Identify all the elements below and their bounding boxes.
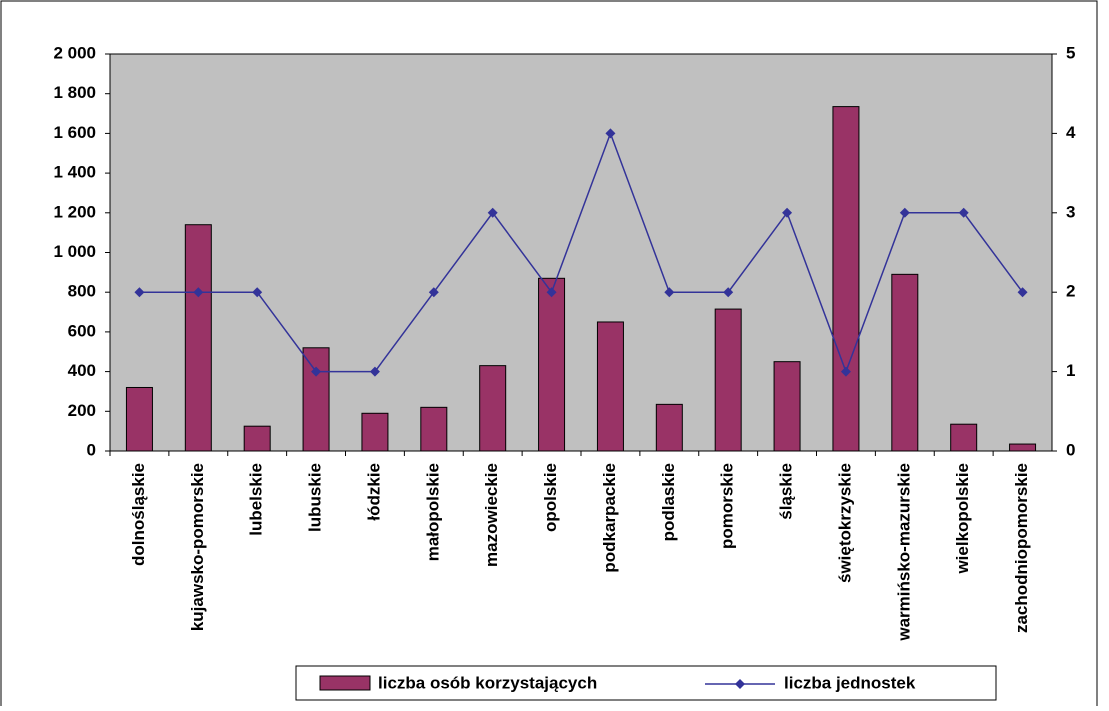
bar [125,386,153,452]
legend [295,665,997,701]
marker [1017,287,1028,298]
x-tick-label: małopolskie [423,463,442,561]
marker [546,287,557,298]
marker [428,287,439,298]
bar [1009,443,1037,452]
bar [714,308,742,452]
y-tick-label: 0 [87,440,96,459]
x-tick-label: lubuskie [306,463,325,532]
line [139,131,1024,374]
bar [302,347,330,452]
x-tick-label: podlaskie [659,463,678,541]
bar [655,403,683,452]
bar [891,273,919,452]
marker [193,287,204,298]
bar [832,106,860,452]
marker [664,287,675,298]
marker [311,366,322,377]
x-tick-label: pomorskie [718,463,737,549]
x-tick-label: zachodniopomorskie [1012,463,1031,633]
marker [958,207,969,218]
y-tick-label: 1 000 [53,242,96,261]
y-tick-label: 2 000 [53,43,96,62]
x-tick-label: mazowieckie [482,463,501,567]
y2-tick-label: 5 [1066,43,1075,62]
y-tick-label: 200 [68,401,96,420]
y-tick-label: 1 200 [53,202,96,221]
bar [184,224,212,452]
y-tick-label: 800 [68,282,96,301]
marker [605,128,616,139]
legend-swatch [319,675,371,691]
y2-tick-label: 3 [1066,202,1075,221]
x-tick-label: lubelskie [247,463,266,536]
y2-tick-label: 2 [1066,282,1075,301]
marker [369,366,380,377]
y-tick-label: 1 400 [53,163,96,182]
marker [723,287,734,298]
x-tick-label: kujawsko-pomorskie [188,463,207,631]
x-tick-label: warmińsko-mazurskie [894,463,913,642]
x-tick-label: dolnośląskie [129,463,148,566]
bar [773,361,801,452]
bar [538,277,566,452]
bar [243,425,271,452]
y-tick-label: 1 800 [53,83,96,102]
bar [420,406,448,452]
marker [487,207,498,218]
y-tick-label: 600 [68,321,96,340]
y2-tick-label: 4 [1066,123,1076,142]
x-tick-label: wielkopolskie [953,463,972,575]
y2-tick-label: 0 [1066,440,1075,459]
y-tick-label: 400 [68,361,96,380]
bar [596,321,624,452]
bar [950,423,978,452]
marker [134,287,145,298]
legend-label: liczba osób korzystających [378,673,597,692]
legend-label: liczba jednostek [784,673,916,692]
y2-tick-label: 1 [1066,361,1075,380]
x-tick-label: łódzkie [364,463,383,521]
marker [252,287,263,298]
marker [782,207,793,218]
marker [840,366,851,377]
x-tick-label: śląskie [777,463,796,520]
bar [361,412,389,452]
x-tick-label: świętokrzyskie [835,463,854,583]
bar [479,365,507,452]
x-tick-label: podkarpackie [600,463,619,573]
legend-marker [735,679,745,689]
y-tick-label: 1 600 [53,123,96,142]
x-tick-label: opolskie [541,463,560,532]
marker [899,207,910,218]
